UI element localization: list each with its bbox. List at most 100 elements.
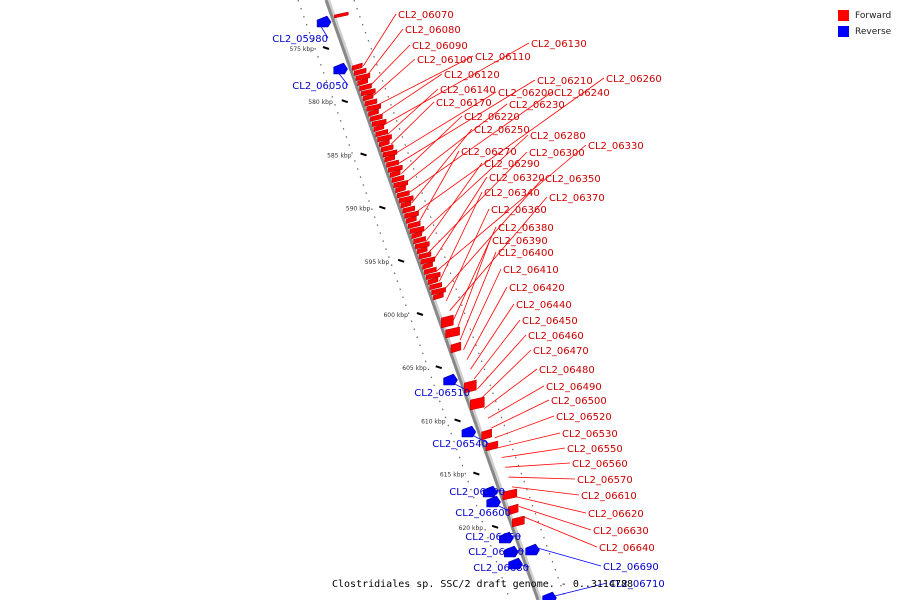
forward-gene-block xyxy=(388,164,403,173)
forward-gene-block xyxy=(418,251,432,260)
forward-gene-label: CL2_06200 xyxy=(498,88,554,99)
leader-line xyxy=(439,191,483,282)
forward-gene-block xyxy=(485,440,499,452)
forward-gene-block xyxy=(470,396,485,411)
tick-label: 605 kbp xyxy=(402,365,427,372)
forward-gene-block xyxy=(425,271,441,280)
forward-gene-label: CL2_06320 xyxy=(489,173,545,184)
forward-gene-label: CL2_06410 xyxy=(503,265,559,276)
forward-gene-block xyxy=(370,113,383,122)
forward-gene-label: CL2_06120 xyxy=(444,70,500,81)
forward-gene-label: CL2_06090 xyxy=(412,41,468,52)
forward-gene-label: CL2_06210 xyxy=(537,76,593,87)
forward-gene-label: CL2_06250 xyxy=(474,125,530,136)
leader-line xyxy=(383,42,530,126)
leader-line xyxy=(445,208,490,302)
forward-gene-label: CL2_06100 xyxy=(417,55,473,66)
leader-line xyxy=(408,91,553,194)
reverse-gene-block xyxy=(333,62,348,75)
forward-swatch xyxy=(838,10,849,21)
leader-line xyxy=(508,476,576,480)
tick-label: 600 kbp xyxy=(383,312,408,319)
forward-gene-label: CL2_06560 xyxy=(572,459,628,470)
forward-gene-label: CL2_06530 xyxy=(562,429,618,440)
leader-line xyxy=(432,176,488,262)
forward-gene-block xyxy=(464,379,477,394)
gene-track xyxy=(316,11,557,600)
legend-item-forward: Forward xyxy=(838,8,898,23)
forward-gene-block xyxy=(397,190,410,199)
tick-mark xyxy=(360,152,367,157)
legend-label-reverse: Reverse xyxy=(855,26,892,37)
reverse-gene-label: CL2_06590 xyxy=(449,487,505,498)
leader-line xyxy=(473,319,521,380)
forward-gene-label: CL2_06390 xyxy=(492,236,548,247)
forward-gene-block xyxy=(512,515,525,528)
leader-line xyxy=(466,286,508,360)
forward-gene-label: CL2_06460 xyxy=(528,331,584,342)
leader-line xyxy=(380,73,443,116)
forward-gene-block xyxy=(398,195,414,204)
leader-line xyxy=(518,506,592,531)
forward-gene-label: CL2_06640 xyxy=(599,543,655,554)
leader-line xyxy=(480,349,532,400)
leader-line xyxy=(463,268,502,350)
forward-gene-label: CL2_06140 xyxy=(440,85,496,96)
forward-gene-block xyxy=(413,236,426,245)
reverse-swatch xyxy=(838,26,849,37)
legend-label-forward: Forward xyxy=(855,10,892,21)
leader-line xyxy=(505,462,571,468)
leader-line xyxy=(459,251,497,341)
tick-label: 620 kbp xyxy=(459,525,484,532)
forward-gene-block xyxy=(507,503,519,516)
leader-line xyxy=(484,368,538,409)
reverse-gene-label: CL2_06710 xyxy=(609,579,665,590)
tick-mark xyxy=(454,418,461,423)
forward-gene-label: CL2_06230 xyxy=(509,100,565,111)
leader-line xyxy=(456,239,491,331)
forward-gene-block xyxy=(352,62,363,71)
forward-gene-block xyxy=(379,139,390,148)
leader-line xyxy=(411,128,473,204)
leader-line xyxy=(515,496,587,514)
forward-gene-block xyxy=(429,281,443,291)
forward-gene-block xyxy=(368,108,379,117)
forward-gene-block xyxy=(353,67,367,76)
forward-gene-block xyxy=(445,326,460,339)
leader-line xyxy=(376,55,474,106)
forward-gene-label: CL2_06550 xyxy=(567,444,623,455)
forward-gene-block xyxy=(407,220,421,229)
reverse-gene-block xyxy=(504,545,519,558)
forward-gene-block xyxy=(359,83,372,92)
forward-gene-block xyxy=(424,266,437,275)
tick-label: 615 kbp xyxy=(440,472,465,479)
forward-gene-label: CL2_06350 xyxy=(545,174,601,185)
leader-line xyxy=(435,144,587,272)
forward-gene-label: CL2_06260 xyxy=(606,74,662,85)
forward-gene-block xyxy=(481,428,492,441)
forward-gene-label: CL2_06240 xyxy=(554,88,610,99)
forward-gene-label: CL2_06220 xyxy=(464,112,520,123)
forward-gene-block xyxy=(450,341,462,354)
leader-line xyxy=(397,79,536,165)
forward-gene-label: CL2_06490 xyxy=(546,382,602,393)
tick-mark xyxy=(416,312,424,316)
leader-line xyxy=(491,399,550,429)
reverse-gene-label: CL2_05980 xyxy=(272,34,328,45)
forward-gene-block xyxy=(373,123,385,133)
tick-label: 590 kbp xyxy=(346,206,371,213)
tick-label: 610 kbp xyxy=(421,418,446,425)
forward-gene-label: CL2_06340 xyxy=(484,188,540,199)
forward-gene-block xyxy=(362,93,374,102)
forward-gene-label: CL2_06380 xyxy=(498,223,554,234)
forward-gene-label: CL2_06070 xyxy=(398,10,454,21)
forward-gene-block xyxy=(433,292,444,301)
leader-line xyxy=(487,385,545,419)
forward-gene-block xyxy=(361,88,376,97)
leader-line xyxy=(470,303,515,370)
forward-gene-label: CL2_06110 xyxy=(475,52,531,63)
leader-line xyxy=(428,151,528,253)
reverse-gene-block xyxy=(486,495,501,508)
forward-gene-block xyxy=(389,169,401,178)
